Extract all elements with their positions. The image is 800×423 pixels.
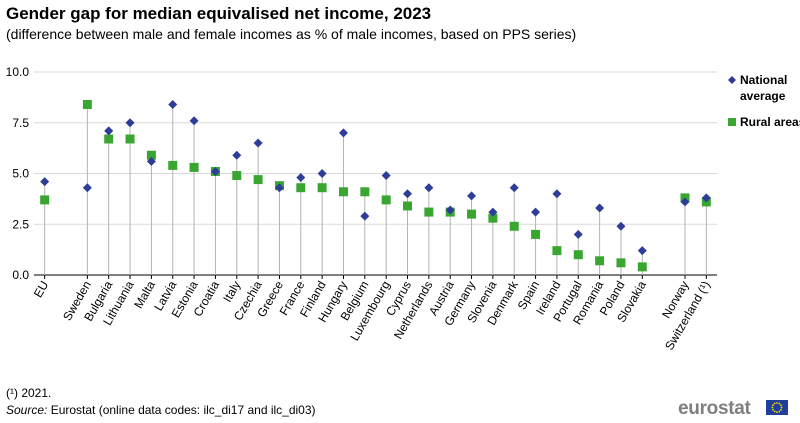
rural-point — [424, 207, 434, 217]
rural-point — [381, 195, 391, 205]
source-label: Source: — [6, 403, 48, 417]
flag-star — [780, 406, 783, 409]
rural-point — [317, 183, 327, 193]
y-tick-label: 7.5 — [12, 116, 29, 130]
rural-point — [531, 229, 541, 239]
national-point — [82, 183, 92, 193]
national-point — [424, 183, 434, 193]
national-point — [467, 191, 477, 201]
stem-layer — [44, 104, 707, 275]
rural-point — [296, 183, 306, 193]
legend-label-national: National average — [740, 73, 788, 103]
rural-point — [403, 201, 413, 211]
national-point — [701, 193, 711, 203]
source-note: Source: Eurostat (online data codes: ilc… — [6, 403, 316, 417]
flag-star — [780, 408, 782, 411]
national-point — [531, 207, 541, 217]
y-tick-label: 2.5 — [12, 217, 29, 231]
label-layer: 0.02.55.07.510.0EU SwedenBulgariaLithuani… — [6, 65, 713, 352]
grid-layer — [34, 71, 717, 225]
flag-star — [778, 402, 781, 405]
national-point — [509, 183, 519, 193]
x-tick-label: EU — [31, 279, 51, 300]
national-point — [573, 229, 583, 239]
national-point — [680, 197, 690, 207]
y-tick-label: 5.0 — [12, 167, 29, 181]
eu-flag-icon — [766, 400, 788, 415]
national-point — [616, 221, 626, 231]
national-point — [40, 177, 50, 187]
y-tick-label: 0.0 — [12, 268, 29, 282]
national-point — [360, 211, 370, 221]
flag-star — [776, 411, 778, 413]
national-point — [168, 99, 178, 109]
national-point — [146, 156, 156, 166]
footnote: (¹) 2021. — [6, 386, 52, 400]
rural-point — [40, 195, 50, 205]
chart-title: Gender gap for median equivalised net in… — [6, 4, 432, 23]
rural-point — [637, 262, 647, 272]
national-point — [637, 246, 647, 256]
national-point — [253, 138, 263, 148]
national-point — [317, 169, 327, 178]
legend-square-icon — [728, 118, 736, 126]
rural-point — [146, 150, 156, 160]
rural-point — [467, 209, 477, 219]
flag-star — [773, 410, 776, 413]
eurostat-logo: eurostat — [678, 398, 751, 419]
national-point — [296, 173, 306, 183]
legend-diamond-icon — [728, 76, 736, 84]
axis-layer — [34, 274, 717, 279]
flag-star — [772, 404, 774, 407]
rural-point — [573, 250, 583, 260]
y-tick-label: 10.0 — [6, 65, 30, 79]
national-point — [595, 203, 605, 213]
national-point — [488, 207, 498, 217]
national-point — [403, 189, 413, 199]
flag-star — [773, 402, 776, 405]
national-point — [552, 189, 562, 199]
legend-label-rural: Rural areas — [740, 115, 800, 129]
rural-point — [595, 256, 605, 266]
rural-point — [189, 162, 199, 172]
rural-point — [509, 221, 519, 231]
national-point — [125, 118, 135, 128]
rural-point — [616, 258, 626, 268]
rural-point — [253, 175, 263, 185]
flag-star — [780, 404, 782, 407]
rural-point — [82, 99, 92, 109]
flag-star — [776, 402, 778, 404]
national-point — [104, 126, 114, 136]
national-point — [232, 150, 242, 160]
national-point — [274, 183, 284, 193]
rural-point — [232, 171, 242, 181]
rural-point — [552, 246, 562, 256]
flag-star — [772, 408, 774, 411]
rural-point — [168, 160, 178, 170]
rural-point — [488, 213, 498, 223]
rural-point — [338, 187, 348, 197]
rural-point — [125, 134, 135, 144]
national-point — [445, 205, 455, 215]
flag-star — [778, 410, 781, 413]
rural-point — [104, 134, 114, 144]
rural-point — [360, 187, 370, 197]
national-point — [189, 116, 199, 126]
chart-subtitle: (difference between male and female inco… — [6, 26, 577, 42]
mark-layer — [40, 99, 711, 272]
national-point — [338, 128, 348, 138]
national-point — [210, 166, 220, 176]
flag-star — [771, 406, 774, 409]
source-text: Eurostat (online data codes: ilc_di17 an… — [47, 403, 316, 417]
national-point — [381, 171, 391, 181]
